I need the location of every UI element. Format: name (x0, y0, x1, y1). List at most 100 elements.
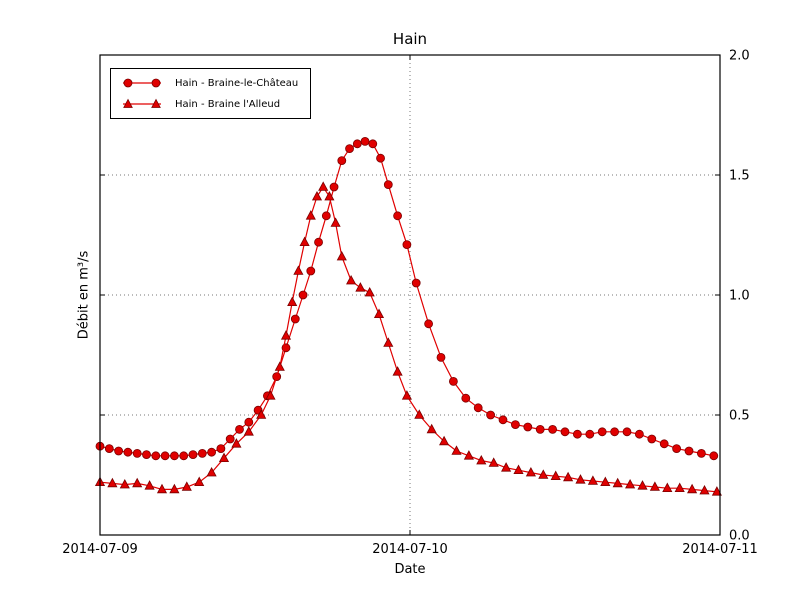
x-axis-label: Date (394, 562, 426, 577)
y-tick-label: 1.0 (729, 289, 750, 304)
data-point-triangle (699, 484, 710, 495)
data-point-triangle (392, 366, 403, 376)
data-point-triangle (144, 480, 155, 490)
data-point-triangle (563, 471, 574, 482)
data-point-circle (360, 136, 370, 146)
data-point-circle (368, 139, 378, 149)
data-point-circle (345, 144, 354, 154)
data-point-triangle (293, 265, 304, 275)
data-point-triangle (265, 390, 276, 400)
data-point-triangle (637, 480, 648, 490)
data-point-triangle (355, 282, 366, 292)
data-point-triangle (107, 477, 118, 488)
data-point-circle (647, 434, 657, 444)
data-point-circle (448, 376, 458, 386)
y-tick-label: 0.5 (729, 409, 750, 424)
data-point-triangle (243, 426, 254, 436)
legend-label: Hain - Braine-le-Château (175, 77, 299, 89)
x-tick-label: 2014-07-09 (62, 542, 138, 557)
data-point-circle (114, 446, 123, 456)
legend-item-braine-le-chateau: Hain - Braine-le-Château (119, 77, 298, 89)
data-point-triangle (501, 462, 512, 472)
data-point-circle (169, 451, 179, 461)
data-point-circle (383, 180, 393, 190)
data-point-circle (376, 153, 385, 163)
legend-label: Hain - Braine l'Alleud (175, 98, 281, 110)
data-point-circle (123, 447, 133, 457)
x-tick-label: 2014-07-11 (682, 542, 758, 557)
data-point-circle (207, 447, 217, 457)
data-point-circle (535, 424, 545, 434)
data-point-triangle (119, 478, 130, 489)
data-point-circle (329, 182, 339, 192)
data-point-triangle (488, 457, 499, 467)
data-point-circle (548, 424, 557, 434)
data-point-triangle (625, 478, 636, 489)
data-point-triangle (439, 435, 450, 446)
legend-item-braine-l-alleud: Hain - Braine l'Alleud (119, 98, 298, 110)
data-point-circle (486, 410, 496, 420)
data-point-circle (314, 237, 323, 247)
data-point-triangle (513, 464, 524, 475)
data-point-circle (461, 393, 471, 403)
data-point-circle (188, 450, 198, 460)
data-point-triangle (274, 361, 285, 371)
data-point-triangle (649, 481, 660, 491)
data-point-circle (132, 448, 142, 458)
data-point-triangle (383, 337, 394, 347)
data-point-triangle (600, 476, 611, 487)
data-point-circle (597, 427, 607, 437)
data-point-triangle (463, 450, 474, 460)
data-point-circle (436, 352, 446, 362)
data-point-triangle (194, 476, 205, 487)
data-point-circle (411, 278, 421, 288)
data-point-triangle (256, 409, 267, 419)
data-point-circle (104, 444, 114, 454)
data-point-triangle (287, 296, 298, 307)
legend-triangle-marker-icon (123, 98, 161, 108)
data-point-circle (684, 446, 694, 456)
data-point-triangle (538, 469, 549, 479)
data-point-triangle (674, 482, 685, 493)
data-point-triangle (414, 409, 425, 419)
data-point-circle (402, 240, 412, 250)
data-point-triangle (336, 250, 347, 261)
data-point-triangle (218, 452, 230, 463)
data-point-circle (697, 448, 706, 458)
data-point-circle (337, 156, 347, 166)
data-point-circle (197, 448, 207, 458)
data-point-triangle (401, 390, 412, 400)
data-point-triangle (476, 454, 487, 465)
y-tick-label: 0.0 (729, 529, 750, 544)
data-point-triangle (346, 274, 357, 285)
data-point-circle (151, 451, 161, 461)
data-point-circle (160, 451, 170, 461)
data-point-circle (321, 211, 331, 221)
data-point-triangle (324, 190, 335, 201)
x-tick-label: 2014-07-10 (372, 542, 448, 557)
data-point-circle (622, 427, 632, 437)
data-point-circle (473, 403, 483, 413)
data-point-triangle (156, 483, 168, 494)
data-point-circle (511, 420, 520, 430)
data-point-triangle (451, 445, 462, 455)
data-point-triangle (612, 477, 623, 488)
data-point-circle (244, 417, 254, 427)
data-point-circle (298, 290, 308, 300)
data-point-triangle (330, 217, 341, 227)
data-point-triangle (318, 181, 329, 191)
data-point-circle (709, 451, 719, 461)
y-axis-label: Débit en m³/s (76, 250, 92, 340)
data-point-triangle (525, 466, 536, 477)
data-point-triangle (299, 236, 310, 247)
data-point-circle (659, 439, 669, 449)
data-point-circle (573, 429, 582, 439)
data-point-triangle (373, 308, 385, 319)
data-point-circle (424, 319, 434, 329)
data-point-circle (585, 429, 595, 439)
data-point-triangle (181, 481, 192, 491)
legend-circle-marker-icon (123, 78, 161, 88)
data-point-triangle (587, 475, 598, 485)
